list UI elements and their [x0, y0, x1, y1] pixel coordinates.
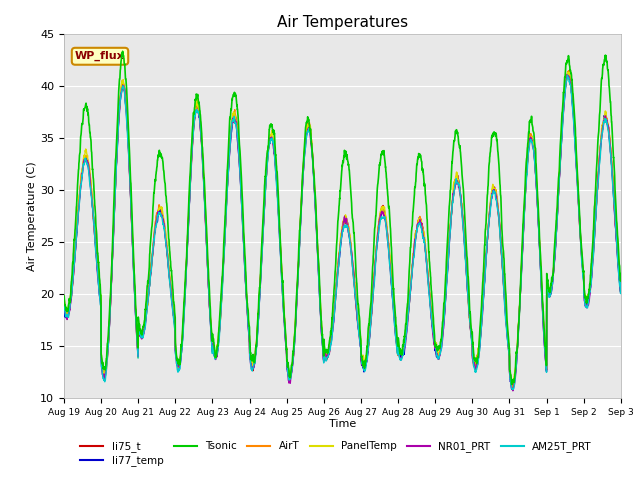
- Legend: li75_t, li77_temp, Tsonic, AirT, PanelTemp, NR01_PRT, AM25T_PRT: li75_t, li77_temp, Tsonic, AirT, PanelTe…: [81, 441, 591, 466]
- Text: WP_flux: WP_flux: [75, 51, 125, 61]
- X-axis label: Time: Time: [329, 419, 356, 429]
- Title: Air Temperatures: Air Temperatures: [277, 15, 408, 30]
- Y-axis label: Air Temperature (C): Air Temperature (C): [28, 161, 37, 271]
